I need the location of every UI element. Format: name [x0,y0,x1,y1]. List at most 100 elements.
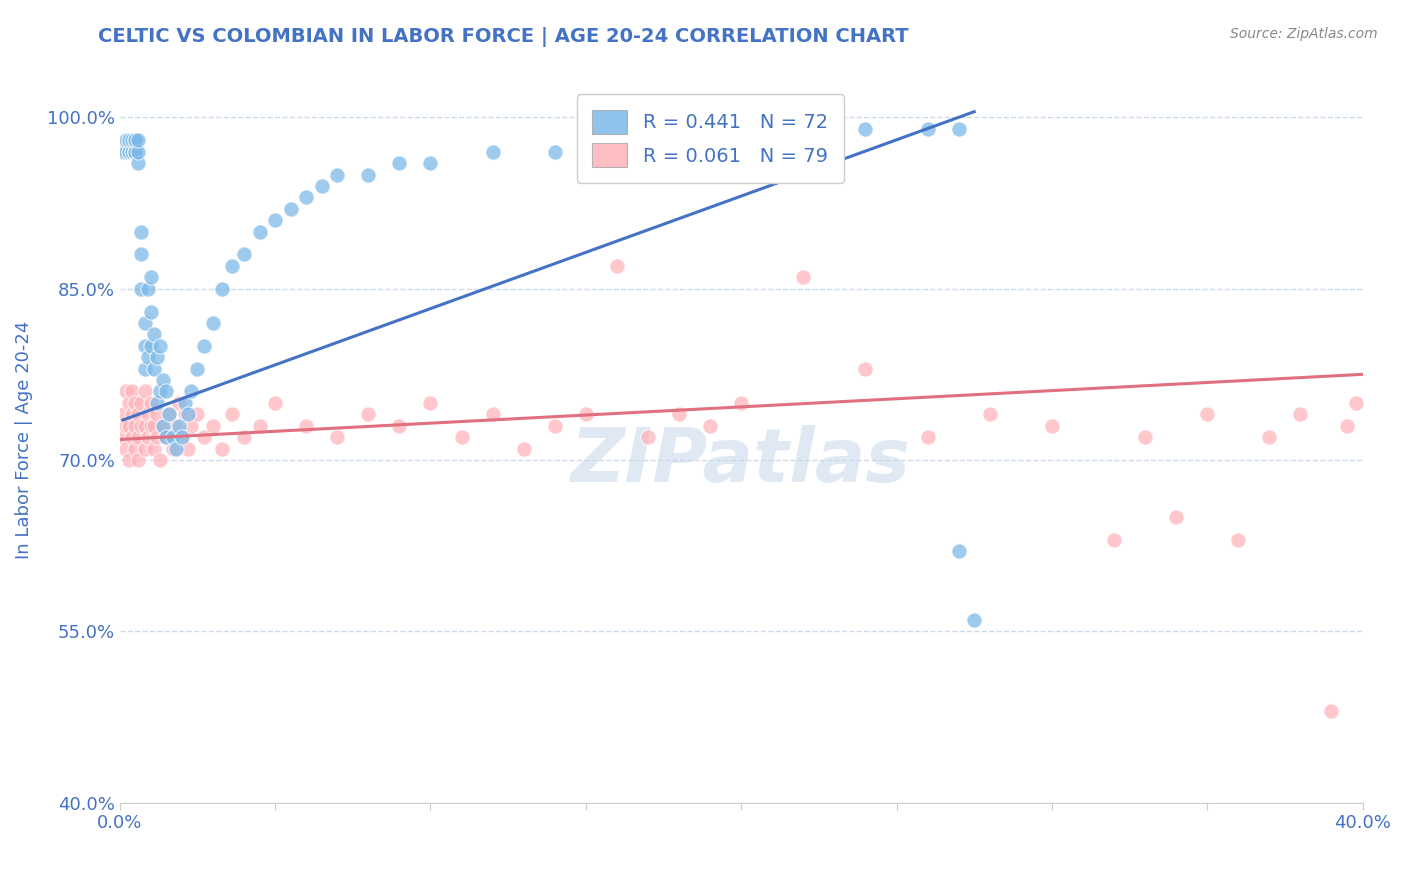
Point [121,430,143,444]
Point [155,430,177,444]
Point [249,225,271,239]
Point [127,145,149,159]
Point [177,442,200,456]
Point [177,407,200,421]
Point [131,396,153,410]
Point [142,361,165,376]
Point [221,259,243,273]
Point [149,384,172,399]
Point [637,430,659,444]
Point [136,282,159,296]
Point [134,384,156,399]
Point [450,430,472,444]
Point [139,418,162,433]
Point [111,407,134,421]
Point [211,442,233,456]
Point [792,133,814,147]
Point [326,168,349,182]
Point [134,316,156,330]
Point [174,396,197,410]
Point [142,327,165,342]
Point [388,156,411,170]
Point [111,430,134,444]
Point [388,418,411,433]
Point [193,339,215,353]
Point [699,418,721,433]
Point [142,418,165,433]
Point [1346,396,1368,410]
Point [159,407,181,421]
Point [131,247,153,261]
Point [1320,704,1343,718]
Point [134,339,156,353]
Point [115,145,138,159]
Point [180,384,202,399]
Point [124,145,146,159]
Point [1258,430,1281,444]
Point [139,396,162,410]
Point [186,407,208,421]
Point [419,396,441,410]
Point [668,407,690,421]
Point [118,453,141,467]
Point [326,430,349,444]
Point [152,418,174,433]
Point [149,339,172,353]
Point [139,270,162,285]
Point [544,145,567,159]
Point [152,418,174,433]
Point [1166,510,1188,524]
Point [142,442,165,456]
Point [730,133,752,147]
Point [792,270,814,285]
Point [295,190,318,204]
Point [544,418,567,433]
Text: Source: ZipAtlas.com: Source: ZipAtlas.com [1230,27,1378,41]
Point [134,418,156,433]
Point [575,407,598,421]
Point [311,178,333,193]
Point [1133,430,1156,444]
Point [124,418,146,433]
Point [186,361,208,376]
Point [136,350,159,364]
Point [948,544,970,558]
Point [963,613,986,627]
Point [170,430,193,444]
Point [124,145,146,159]
Point [1227,533,1250,547]
Text: CELTIC VS COLOMBIAN IN LABOR FORCE | AGE 20-24 CORRELATION CHART: CELTIC VS COLOMBIAN IN LABOR FORCE | AGE… [98,27,910,46]
Point [1102,533,1125,547]
Point [155,384,177,399]
Point [136,430,159,444]
Point [124,133,146,147]
Point [159,407,181,421]
Point [280,202,302,216]
Point [606,145,628,159]
Point [124,442,146,456]
Point [162,430,184,444]
Point [121,407,143,421]
Point [136,407,159,421]
Point [127,430,149,444]
Y-axis label: In Labor Force | Age 20-24: In Labor Force | Age 20-24 [15,321,32,559]
Point [131,282,153,296]
Point [668,133,690,147]
Point [193,430,215,444]
Point [149,453,172,467]
Point [730,396,752,410]
Point [111,145,134,159]
Point [124,145,146,159]
Point [167,418,190,433]
Point [233,430,256,444]
Point [139,304,162,318]
Point [146,396,169,410]
Point [121,145,143,159]
Point [201,418,224,433]
Point [481,145,503,159]
Point [1336,418,1358,433]
Point [948,121,970,136]
Point [115,384,138,399]
Point [115,418,138,433]
Point [481,407,503,421]
